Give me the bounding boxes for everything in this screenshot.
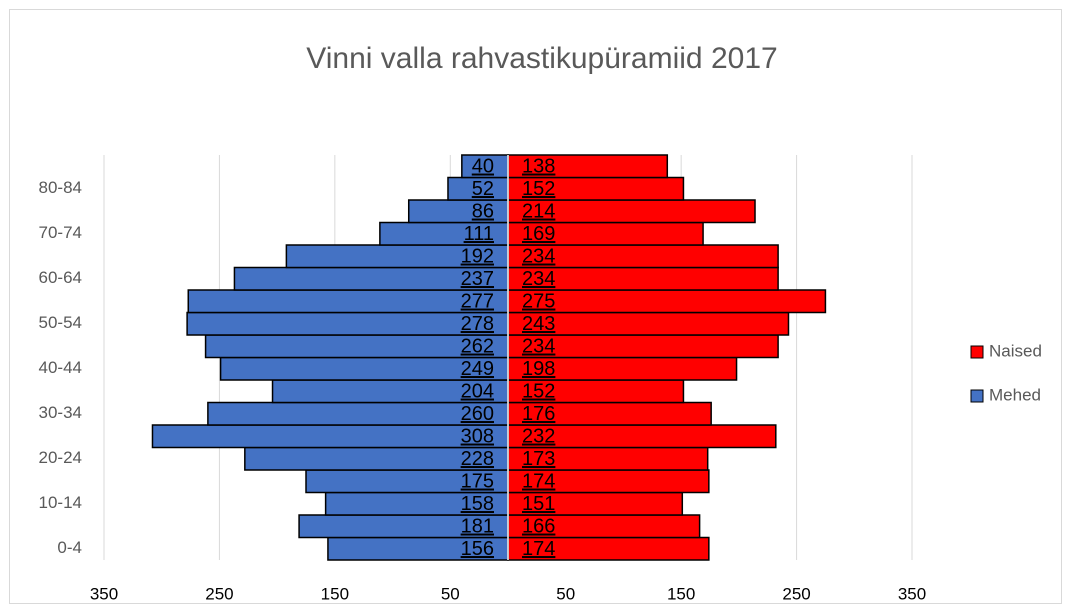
x-tick-label: 150 [667,584,695,603]
value-label: 158 [461,493,494,515]
x-tick-label: 50 [556,584,575,603]
value-label: 86 [472,201,494,223]
legend-swatch [970,389,984,403]
value-label: 308 [461,426,494,448]
bar [507,289,827,314]
y-tick-label: 50-54 [39,313,82,332]
value-label: 169 [522,223,555,245]
value-label: 138 [522,156,555,178]
value-label: 204 [461,381,494,403]
value-label: 166 [522,516,555,538]
value-label: 198 [522,358,555,380]
value-label: 156 [461,538,494,560]
y-tick-label: 0-4 [57,538,82,557]
value-label: 173 [522,448,555,470]
value-label: 52 [472,178,494,200]
y-tick-label: 60-64 [39,268,82,287]
value-label: 249 [461,358,494,380]
value-label: 151 [522,493,555,515]
x-tick-label: 50 [441,584,460,603]
value-label: 174 [522,538,555,560]
value-label: 176 [522,403,555,425]
value-label: 277 [461,291,494,313]
x-tick-label: 150 [321,584,349,603]
value-label: 234 [522,336,555,358]
value-label: 181 [461,516,494,538]
value-label: 234 [522,268,555,290]
y-tick-label: 80-84 [39,178,82,197]
value-label: 275 [522,291,555,313]
value-label: 243 [522,313,555,335]
value-label: 232 [522,426,555,448]
y-tick-label: 20-24 [39,448,82,467]
value-label: 237 [461,268,494,290]
value-label: 174 [522,471,555,493]
value-label: 152 [522,178,555,200]
y-tick-label: 10-14 [39,493,82,512]
value-label: 262 [461,336,494,358]
value-label: 260 [461,403,494,425]
x-tick-label: 350 [898,584,926,603]
value-label: 214 [522,201,555,223]
x-tick-label: 350 [90,584,118,603]
value-label: 111 [464,223,494,245]
x-tick-label: 250 [782,584,810,603]
x-tick-label: 250 [205,584,233,603]
y-tick-label: 40-44 [39,358,82,377]
y-tick-label: 70-74 [39,223,82,242]
value-label: 175 [461,471,494,493]
y-tick-label: 30-34 [39,403,82,422]
value-label: 40 [472,156,494,178]
value-label: 234 [522,246,555,268]
chart-title: Vinni valla rahvastikupüramiid 2017 [306,42,777,75]
value-label: 278 [461,313,494,335]
value-label: 192 [461,246,494,268]
value-label: 152 [522,381,555,403]
value-label: 228 [461,448,494,470]
bar [151,424,509,449]
legend-swatch [970,345,984,359]
legend-label: Mehed [989,385,1041,404]
legend-label: Naised [989,341,1042,360]
